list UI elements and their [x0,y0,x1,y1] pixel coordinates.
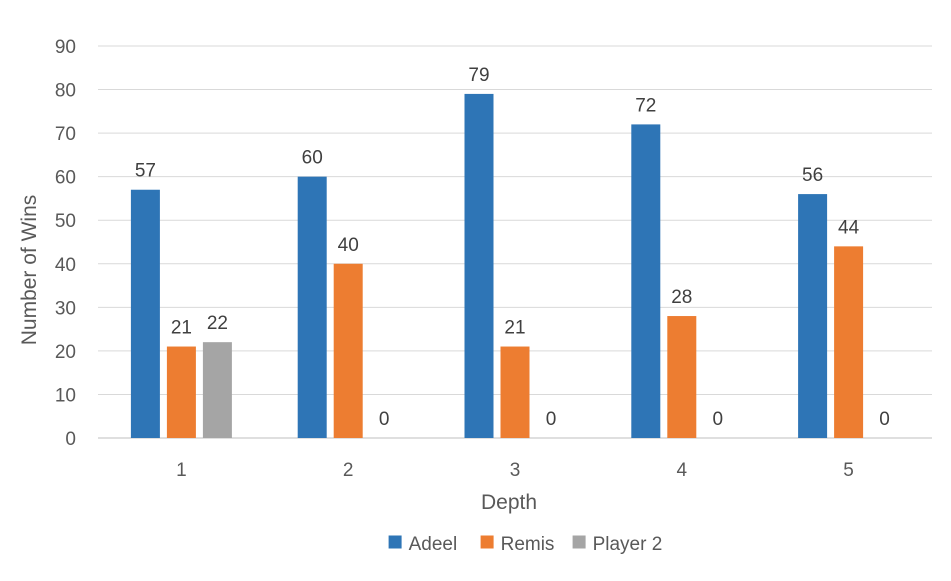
legend-item: Adeel [388,534,458,555]
data-label: 21 [171,318,192,339]
bar [130,189,160,438]
legend-label: Remis [501,534,555,555]
data-label: 57 [135,161,156,182]
y-axis-title: Number of Wins [18,195,41,346]
legend-swatch [572,535,586,549]
x-axis-title: Depth [481,491,537,514]
y-tick-label: 50 [55,211,76,232]
x-tick-label: 3 [510,460,521,481]
bar [166,346,196,438]
y-tick-label: 80 [55,81,76,102]
x-axis-ticks: 1 2 3 4 5 [176,460,854,481]
y-tick-label: 30 [55,298,76,319]
legend-label: Adeel [409,534,458,555]
data-label: 40 [338,235,359,256]
y-tick-label: 90 [55,37,76,58]
bar [500,346,530,438]
legend-swatch [480,535,494,549]
x-tick-label: 5 [843,460,854,481]
legend-item: Remis [480,534,555,555]
legend-item: Player 2 [572,534,663,555]
data-label: 56 [802,165,823,186]
y-tick-label: 10 [55,385,76,406]
y-tick-label: 0 [65,429,76,450]
data-label: 0 [879,409,890,430]
x-tick-label: 4 [677,460,688,481]
data-label: 28 [671,287,692,308]
data-label: 22 [207,313,228,334]
gridlines [98,45,932,439]
legend-swatch [388,535,402,549]
data-label: 60 [302,148,323,169]
y-tick-label: 40 [55,255,76,276]
bar [464,93,494,439]
y-tick-label: 20 [55,342,76,363]
x-tick-label: 2 [343,460,354,481]
data-label: 21 [504,318,525,339]
bar [202,342,232,438]
bar [631,124,661,439]
bar [834,246,864,438]
data-label: 0 [546,409,557,430]
data-label: 72 [635,95,656,116]
data-labels: 57 21 22 60 40 0 79 21 0 72 28 0 56 44 0 [135,65,890,430]
bar [667,316,697,438]
legend: Adeel Remis Player 2 [388,534,663,555]
bar [798,194,828,438]
data-label: 0 [379,409,390,430]
data-label: 0 [713,409,724,430]
legend-label: Player 2 [593,534,663,555]
bars [130,93,864,439]
data-label: 79 [468,65,489,86]
y-tick-label: 70 [55,124,76,145]
y-axis-ticks: 0 10 20 30 40 50 60 70 80 90 [55,37,76,450]
y-tick-label: 60 [55,168,76,189]
bar [333,263,363,438]
data-label: 44 [838,217,860,238]
bar [297,176,327,438]
x-tick-label: 1 [176,460,187,481]
